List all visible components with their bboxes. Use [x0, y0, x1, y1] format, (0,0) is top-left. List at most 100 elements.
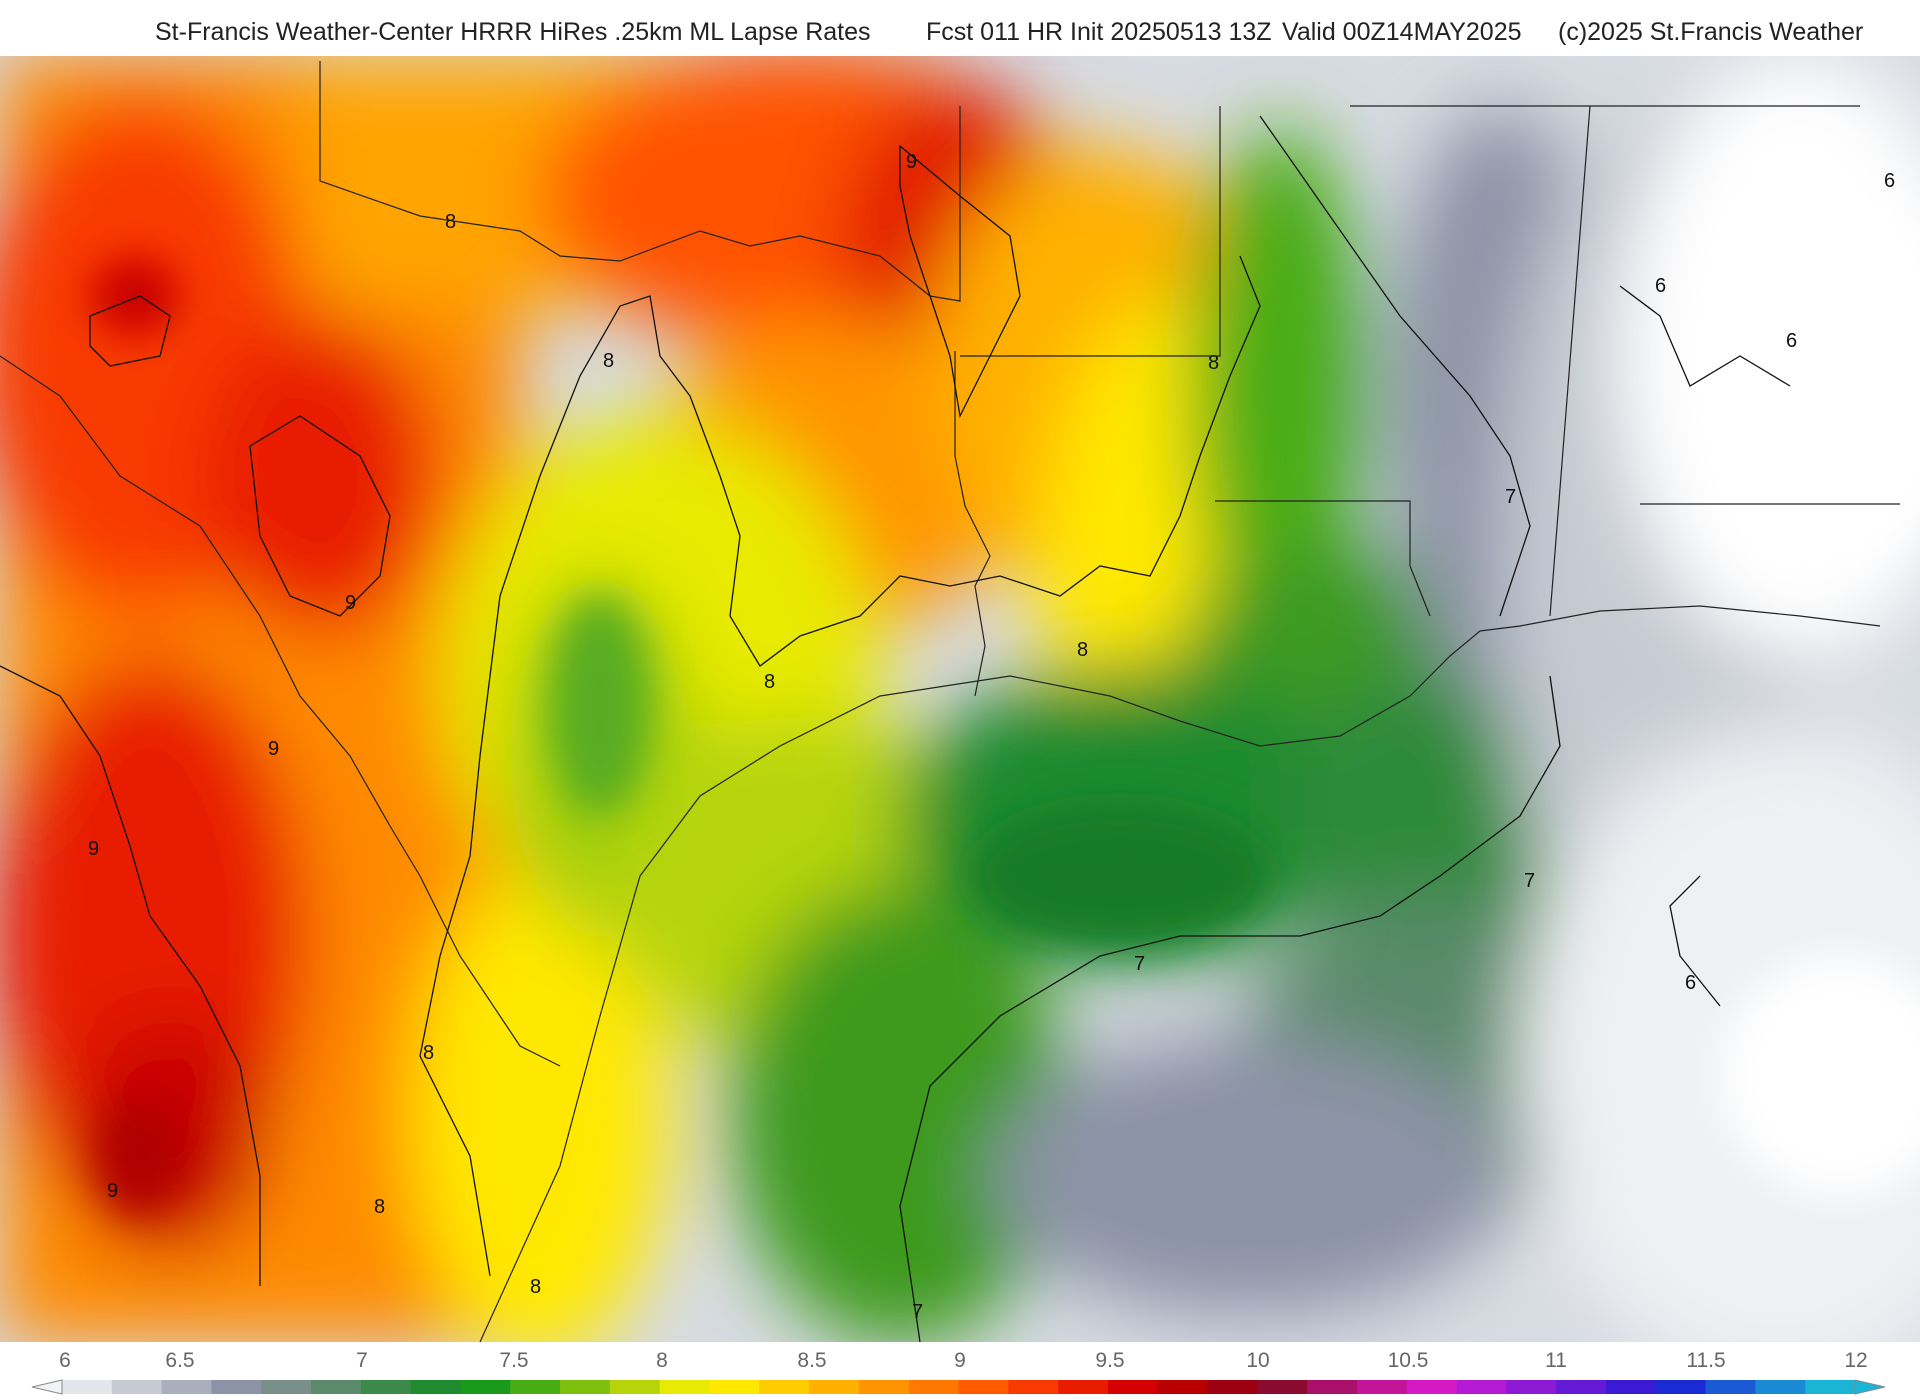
colorbar-swatch: [609, 1380, 661, 1394]
colorbar-tick: 8: [656, 1349, 668, 1372]
contour-label: 6: [1884, 170, 1895, 192]
colorbar-swatch: [1307, 1380, 1358, 1394]
colorbar-swatch: [510, 1380, 561, 1394]
colorbar-swatch: [858, 1380, 910, 1394]
louisiana-mississippi-border: [1215, 500, 1431, 617]
colorbar-swatch: [809, 1380, 860, 1394]
colorbar-swatch: [1058, 1380, 1109, 1394]
lapse-rate-field: [0, 56, 1920, 1342]
contour-label: 8: [764, 671, 775, 693]
product-title: St-Francis Weather-Center HRRR HiRes .25…: [155, 18, 871, 46]
colorbar-swatch: [410, 1380, 461, 1394]
contour-9-north: [899, 144, 1021, 419]
contour-label: 7: [1134, 953, 1145, 975]
colorbar-swatch: [111, 1380, 163, 1394]
colorbar-tick: 7: [356, 1349, 368, 1372]
colorbar-swatch: [1605, 1380, 1657, 1394]
colorbar-tick: 6: [59, 1349, 71, 1372]
contour-label: 9: [88, 838, 99, 860]
colorbar-swatch: [460, 1380, 511, 1394]
contour-label: 9: [906, 151, 917, 173]
contour-8-central: [499, 255, 1261, 667]
lapse-rate-map: 9 8 9 8 8 8 9 9 8 9 8 8 8 7 7 7 7 6 6 6 …: [0, 56, 1920, 1342]
colorbar-swatch: [211, 1380, 262, 1394]
colorbar-swatch: [1655, 1380, 1707, 1394]
contour-7-east: [1259, 115, 1531, 617]
colorbar-swatch: [1705, 1380, 1756, 1394]
colorbar-right-arrow: [1854, 1379, 1886, 1395]
colorbar: 6 6.5 7 7.5 8 8.5 9 9.5 10 10.5 11 11.5 …: [31, 1349, 1886, 1395]
arkansas-border: [960, 106, 1221, 357]
contour-6-gulf: [1669, 875, 1721, 1007]
contour-label: 8: [603, 350, 614, 372]
colorbar-tick: 9.5: [1095, 1349, 1124, 1372]
valid-time: Valid 00Z14MAY2025: [1282, 18, 1522, 46]
colorbar-left-arrow: [31, 1379, 63, 1395]
colorbar-tick: 11: [1545, 1349, 1567, 1372]
colorbar-swatch: [360, 1380, 412, 1394]
colorbar-swatch: [1207, 1380, 1258, 1394]
colorbar-tick: 10.5: [1388, 1349, 1429, 1372]
contour-label: 8: [374, 1196, 385, 1218]
contour-label: 9: [268, 738, 279, 760]
colorbar-swatch: [261, 1380, 312, 1394]
colorbar-swatch: [1157, 1380, 1209, 1394]
colorbar-swatch: [1506, 1380, 1557, 1394]
forecast-hour: Fcst 011 HR Init 20250513 13Z: [926, 18, 1272, 46]
colorbar-swatch: [1456, 1380, 1507, 1394]
colorbar-swatch: [1755, 1380, 1806, 1394]
contour-label: 8: [1208, 352, 1219, 374]
mississippi-alabama-border: [1549, 105, 1591, 617]
contour-label: 9: [107, 1180, 118, 1202]
contour-9-west-blob: [249, 415, 391, 617]
contour-7-gulf: [899, 675, 1561, 1342]
contour-label: 6: [1786, 330, 1797, 352]
colorbar-swatch: [759, 1380, 810, 1394]
colorbar-swatch: [1556, 1380, 1607, 1394]
gulf-coastline: [479, 605, 1881, 1342]
contour-label: 9: [345, 592, 356, 614]
colorbar-swatches: [62, 1380, 1856, 1394]
contour-labels: 9 8 9 8 8 8 9 9 8 9 8 8 8 7 7 7 7 6 6 6 …: [88, 151, 1895, 1323]
texas-louisiana-border: [954, 351, 991, 697]
colorbar-swatch: [1805, 1380, 1856, 1394]
contour-8-west: [419, 595, 501, 1277]
contour-lines: [0, 115, 1791, 1342]
colorbar-tick: 9: [954, 1349, 966, 1372]
colorbar-tick: 7.5: [499, 1349, 528, 1372]
title-bar: St-Francis Weather-Center HRRR HiRes .25…: [0, 0, 1920, 56]
contour-label: 7: [912, 1301, 923, 1323]
contour-label: 8: [445, 211, 456, 233]
contour-label: 8: [1077, 639, 1088, 661]
mexico-border: [0, 355, 561, 1067]
colorbar-swatch: [1257, 1380, 1308, 1394]
colorbar-swatch: [161, 1380, 212, 1394]
colorbar-swatch: [560, 1380, 611, 1394]
colorbar-tick: 8.5: [797, 1349, 826, 1372]
contour-label: 8: [530, 1276, 541, 1298]
contour-label: 8: [423, 1042, 434, 1064]
colorbar-swatch: [958, 1380, 1009, 1394]
colorbar-tick: 11.5: [1686, 1349, 1725, 1372]
contour-label: 6: [1685, 972, 1696, 994]
contour-6-east: [1619, 285, 1791, 387]
contour-label: 7: [1505, 486, 1516, 508]
contour-9-small: [89, 295, 171, 367]
colorbar-ticks: 6 6.5 7 7.5 8 8.5 9 9.5 10 10.5 11 11.5 …: [59, 1349, 1868, 1372]
colorbar-swatch: [908, 1380, 959, 1394]
colorbar-swatch: [659, 1380, 710, 1394]
colorbar-tick: 12: [1844, 1349, 1867, 1372]
colorbar-swatch: [1406, 1380, 1458, 1394]
colorbar-swatch: [62, 1380, 113, 1394]
contour-label: 7: [1524, 870, 1535, 892]
colorbar-swatch: [311, 1380, 362, 1394]
boundaries: [0, 61, 1900, 1342]
copyright-notice: (c)2025 St.Francis Weather: [1558, 18, 1864, 46]
colorbar-swatch: [1356, 1380, 1408, 1394]
contour-9-southwest: [0, 665, 261, 1286]
colorbar-swatch: [709, 1380, 760, 1394]
colorbar-tick: 10: [1246, 1349, 1269, 1372]
colorbar-swatch: [1008, 1380, 1059, 1394]
contour-label: 6: [1655, 275, 1666, 297]
colorbar-swatch: [1107, 1380, 1159, 1394]
